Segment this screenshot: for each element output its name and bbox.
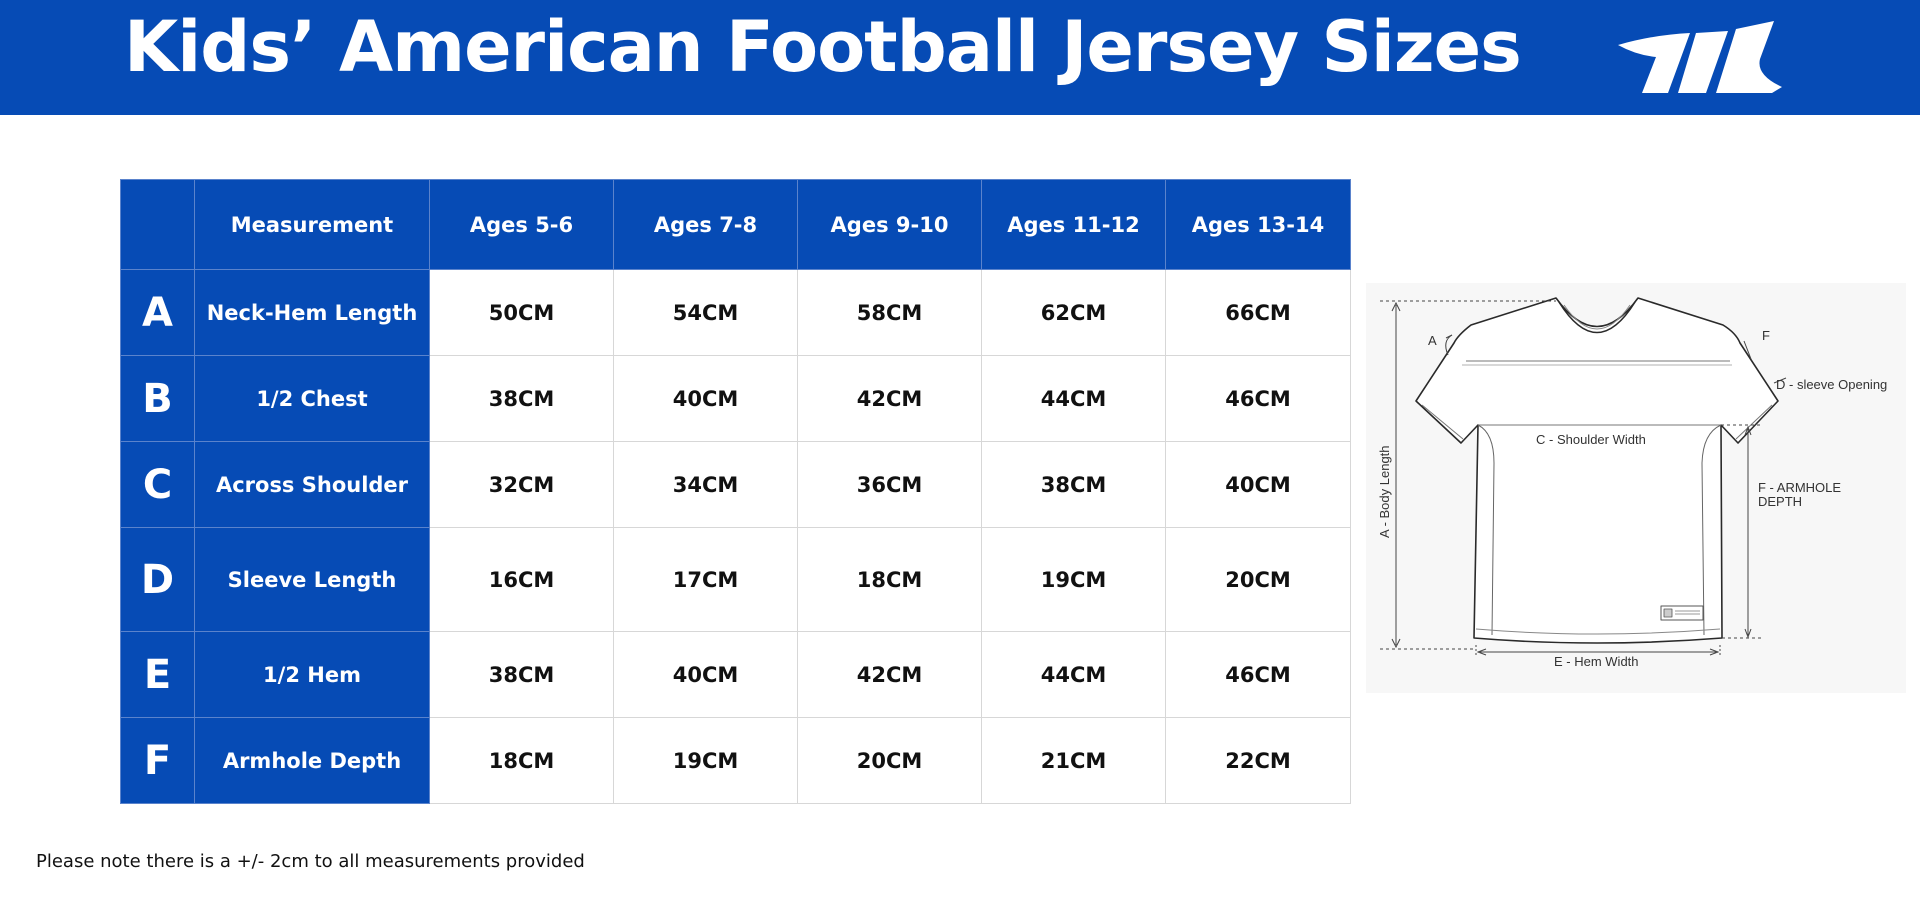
size-value: 38CM xyxy=(981,441,1166,528)
header-banner: Kids’ American Football Jersey Sizes xyxy=(0,0,1920,115)
size-value: 20CM xyxy=(797,717,982,804)
diagram-label-armhole-depth-2: DEPTH xyxy=(1758,494,1802,509)
diagram-label-f: F xyxy=(1762,328,1770,343)
size-value: 18CM xyxy=(429,717,614,804)
size-chart-table: Measurement Ages 5-6 Ages 7-8 Ages 9-10 … xyxy=(120,179,1351,804)
size-value: 17CM xyxy=(613,527,798,632)
size-value: 40CM xyxy=(1165,441,1351,528)
size-value: 22CM xyxy=(1165,717,1351,804)
size-value: 19CM xyxy=(613,717,798,804)
table-row: D Sleeve Length 16CM 17CM 18CM 19CM 20CM xyxy=(120,527,1351,632)
size-value: 16CM xyxy=(429,527,614,632)
size-value: 20CM xyxy=(1165,527,1351,632)
header-cell-age: Ages 13-14 xyxy=(1165,179,1351,270)
diagram-label-body-length: A - Body Length xyxy=(1377,445,1392,538)
table-row: A Neck-Hem Length 50CM 54CM 58CM 62CM 66… xyxy=(120,269,1351,356)
row-letter: C xyxy=(120,441,195,528)
measurement-tolerance-note: Please note there is a +/- 2cm to all me… xyxy=(36,851,585,872)
row-measurement: Neck-Hem Length xyxy=(194,269,430,356)
row-letter: A xyxy=(120,269,195,356)
row-measurement: Armhole Depth xyxy=(194,717,430,804)
diagram-label-armhole-depth: F - ARMHOLE xyxy=(1758,480,1841,495)
size-value: 42CM xyxy=(797,631,982,718)
header-cell-age: Ages 7-8 xyxy=(613,179,798,270)
row-letter: B xyxy=(120,355,195,442)
size-value: 42CM xyxy=(797,355,982,442)
row-measurement: Across Shoulder xyxy=(194,441,430,528)
page-title: Kids’ American Football Jersey Sizes xyxy=(124,6,1522,88)
table-row: C Across Shoulder 32CM 34CM 36CM 38CM 40… xyxy=(120,441,1351,528)
table-row: B 1/2 Chest 38CM 40CM 42CM 44CM 46CM xyxy=(120,355,1351,442)
header-cell-letter xyxy=(120,179,195,270)
size-value: 54CM xyxy=(613,269,798,356)
size-value: 66CM xyxy=(1165,269,1351,356)
diagram-label-a: A xyxy=(1428,333,1437,348)
size-value: 40CM xyxy=(613,631,798,718)
size-value: 46CM xyxy=(1165,631,1351,718)
size-value: 50CM xyxy=(429,269,614,356)
row-measurement: 1/2 Chest xyxy=(194,355,430,442)
size-value: 40CM xyxy=(613,355,798,442)
size-value: 38CM xyxy=(429,631,614,718)
size-value: 44CM xyxy=(981,631,1166,718)
diagram-label-shoulder-width: C - Shoulder Width xyxy=(1536,432,1646,447)
size-value: 19CM xyxy=(981,527,1166,632)
row-letter: F xyxy=(120,717,195,804)
table-header-row: Measurement Ages 5-6 Ages 7-8 Ages 9-10 … xyxy=(120,179,1351,270)
header-cell-measurement: Measurement xyxy=(194,179,430,270)
header-cell-age: Ages 5-6 xyxy=(429,179,614,270)
size-value: 18CM xyxy=(797,527,982,632)
size-value: 32CM xyxy=(429,441,614,528)
header-cell-age: Ages 11-12 xyxy=(981,179,1166,270)
diagram-label-hem-width: E - Hem Width xyxy=(1554,654,1639,669)
diagram-label-sleeve-opening: D - sleeve Opening xyxy=(1776,377,1887,392)
jersey-outline-icon xyxy=(1415,297,1779,644)
table-row: E 1/2 Hem 38CM 40CM 42CM 44CM 46CM xyxy=(120,631,1351,718)
row-measurement: 1/2 Hem xyxy=(194,631,430,718)
header-cell-age: Ages 9-10 xyxy=(797,179,982,270)
table-row: F Armhole Depth 18CM 19CM 20CM 21CM 22CM xyxy=(120,717,1351,804)
size-value: 21CM xyxy=(981,717,1166,804)
size-value: 34CM xyxy=(613,441,798,528)
brand-logo-stripes-icon xyxy=(1618,21,1782,93)
size-value: 46CM xyxy=(1165,355,1351,442)
row-letter: E xyxy=(120,631,195,718)
jersey-measurement-diagram: A F D - sleeve Opening C - Shoulder Widt… xyxy=(1366,283,1906,693)
row-letter: D xyxy=(120,527,195,632)
size-value: 44CM xyxy=(981,355,1166,442)
row-measurement: Sleeve Length xyxy=(194,527,430,632)
size-value: 36CM xyxy=(797,441,982,528)
size-value: 38CM xyxy=(429,355,614,442)
size-value: 62CM xyxy=(981,269,1166,356)
size-value: 58CM xyxy=(797,269,982,356)
measurement-guide-lines xyxy=(1380,300,1787,656)
